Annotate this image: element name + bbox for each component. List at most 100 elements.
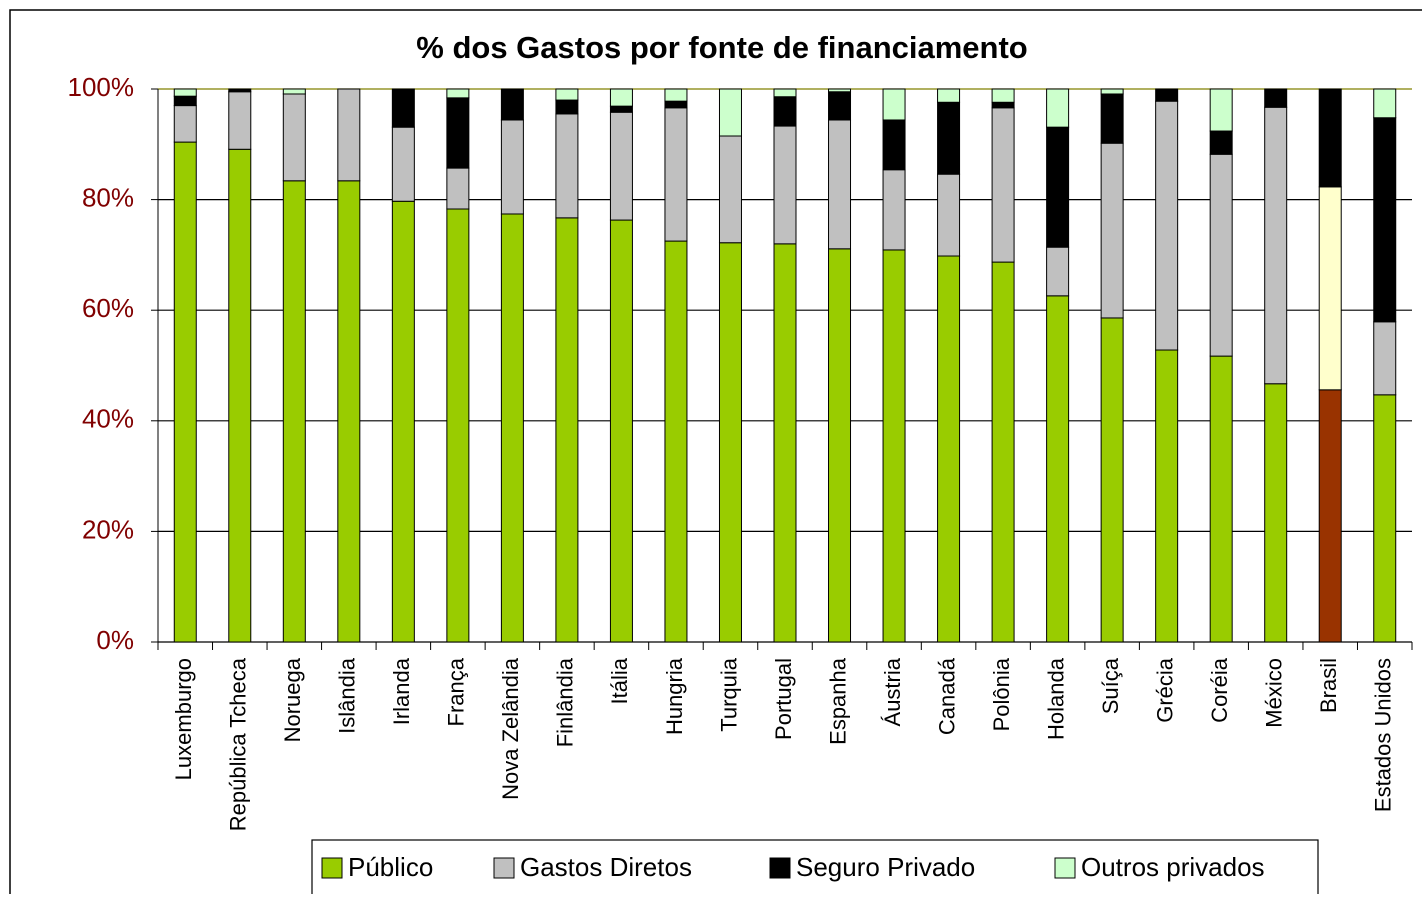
bar-segment bbox=[446, 88, 470, 99]
bar-segment bbox=[991, 101, 1015, 109]
bar-segment bbox=[555, 99, 579, 115]
bar-segment bbox=[1209, 153, 1233, 357]
x-tick-label: Espanha bbox=[825, 657, 850, 745]
legend-swatch bbox=[769, 857, 791, 879]
bar-segment bbox=[1318, 389, 1342, 643]
x-tick-label: Turquia bbox=[716, 657, 741, 732]
bar-segment bbox=[991, 107, 1015, 263]
x-tick-label: Finlândia bbox=[553, 657, 578, 747]
bar-segment bbox=[1373, 394, 1397, 643]
legend-box bbox=[311, 839, 1319, 899]
bar-segment bbox=[1264, 88, 1288, 108]
bar-segment bbox=[937, 173, 961, 257]
legend-label: Outros privados bbox=[1081, 852, 1265, 882]
bar-segment bbox=[282, 88, 306, 95]
bar-segment bbox=[1100, 93, 1124, 144]
legend-label: Gastos Diretos bbox=[520, 852, 692, 882]
x-tick-label: Noruega bbox=[280, 657, 305, 742]
bar-segment bbox=[773, 96, 797, 127]
y-tick-label: 100% bbox=[68, 72, 135, 102]
x-tick-label: Estados Unidos bbox=[1371, 658, 1396, 812]
legend-swatch bbox=[1054, 857, 1076, 879]
legend-swatch bbox=[321, 857, 343, 879]
bar-segment bbox=[555, 217, 579, 643]
bar-segment bbox=[1264, 106, 1288, 385]
x-tick-label: Coréia bbox=[1207, 657, 1232, 723]
bar-segment bbox=[228, 148, 252, 643]
bar-segment bbox=[718, 242, 742, 643]
bar-segment bbox=[1046, 88, 1070, 128]
bar-segment bbox=[446, 208, 470, 643]
bar-segment bbox=[1373, 117, 1397, 323]
bar-segment bbox=[1318, 88, 1342, 188]
bar-segment bbox=[1318, 186, 1342, 391]
bar-segment bbox=[1264, 383, 1288, 643]
bar-segment bbox=[882, 169, 906, 251]
bar-segment bbox=[718, 135, 742, 244]
x-tick-label: República Tcheca bbox=[226, 657, 251, 831]
x-tick-label: Hungria bbox=[662, 657, 687, 735]
x-tick-label: Polônia bbox=[989, 657, 1014, 731]
bar-segment bbox=[664, 88, 688, 102]
bar-segment bbox=[173, 105, 197, 143]
y-tick-label: 60% bbox=[82, 293, 134, 323]
bar-segment bbox=[609, 88, 633, 107]
bar-segment bbox=[555, 88, 579, 101]
bar-segment bbox=[773, 125, 797, 245]
x-tick-label: Canadá bbox=[934, 657, 959, 735]
bar-segment bbox=[1209, 355, 1233, 643]
bar-segment bbox=[337, 88, 361, 182]
bar-segment bbox=[391, 126, 415, 202]
bar-segment bbox=[937, 101, 961, 175]
bar-segment bbox=[664, 240, 688, 643]
bar-segment bbox=[1373, 88, 1397, 119]
bar-segment bbox=[337, 180, 361, 643]
bar-segment bbox=[228, 88, 252, 93]
bar-segment bbox=[173, 141, 197, 643]
bar-segment bbox=[555, 113, 579, 219]
bar-segment bbox=[828, 119, 852, 250]
bar-segment bbox=[500, 119, 524, 215]
legend-label: Público bbox=[348, 852, 433, 882]
bar-segment bbox=[773, 88, 797, 98]
bar-segment bbox=[446, 97, 470, 169]
bar-segment bbox=[1100, 142, 1124, 319]
bar-segment bbox=[282, 93, 306, 182]
x-tick-label: Holanda bbox=[1043, 657, 1068, 740]
bar-segment bbox=[773, 243, 797, 643]
bar-segment bbox=[1100, 317, 1124, 643]
legend-swatch bbox=[493, 857, 515, 879]
bar-segment bbox=[446, 167, 470, 210]
bar-segment bbox=[228, 91, 252, 150]
bar-segment bbox=[828, 88, 852, 93]
bar-segment bbox=[173, 95, 197, 107]
bar-segment bbox=[1209, 88, 1233, 132]
bar-segment bbox=[282, 180, 306, 643]
x-tick-label: México bbox=[1262, 658, 1287, 728]
bar-segment bbox=[882, 119, 906, 171]
y-tick-label: 20% bbox=[82, 514, 134, 544]
bar-segment bbox=[1046, 295, 1070, 643]
x-tick-label: Nova Zelândia bbox=[498, 657, 523, 800]
bar-segment bbox=[937, 88, 961, 103]
bar-segment bbox=[828, 248, 852, 643]
bar-segment bbox=[1046, 126, 1070, 248]
bar-segment bbox=[937, 255, 961, 643]
bar-segment bbox=[500, 88, 524, 121]
bar-segment bbox=[609, 219, 633, 643]
x-tick-label: Islândia bbox=[335, 657, 360, 734]
x-tick-label: Portugal bbox=[771, 658, 796, 740]
bar-segment bbox=[1373, 321, 1397, 396]
chart-title: % dos Gastos por fonte de financiamento bbox=[416, 30, 1027, 65]
bar-segment bbox=[1046, 246, 1070, 297]
bar-segment bbox=[391, 88, 415, 128]
x-tick-label: Grécia bbox=[1152, 657, 1177, 723]
bar-segment bbox=[664, 107, 688, 242]
x-tick-label: Irlanda bbox=[389, 657, 414, 725]
bar-segment bbox=[1100, 88, 1124, 95]
x-tick-label: Suíça bbox=[1098, 657, 1123, 714]
bar-segment bbox=[173, 88, 197, 97]
bar-segment bbox=[609, 105, 633, 113]
bar-segment bbox=[609, 111, 633, 221]
